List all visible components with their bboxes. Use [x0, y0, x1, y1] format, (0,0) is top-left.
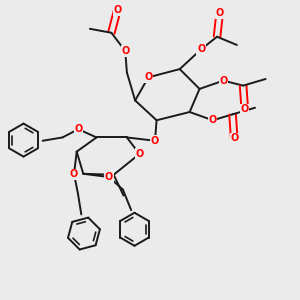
Text: O: O	[144, 72, 152, 82]
Text: O: O	[121, 46, 129, 56]
Text: O: O	[105, 172, 113, 182]
Text: O: O	[74, 124, 82, 134]
Text: O: O	[113, 5, 122, 15]
Text: O: O	[216, 8, 224, 18]
Text: O: O	[135, 149, 144, 159]
Text: O: O	[70, 169, 78, 179]
Text: O: O	[219, 76, 227, 85]
Text: O: O	[208, 115, 217, 125]
Text: O: O	[230, 133, 238, 143]
Text: O: O	[151, 136, 159, 146]
Text: O: O	[241, 104, 249, 114]
Text: O: O	[197, 44, 205, 54]
